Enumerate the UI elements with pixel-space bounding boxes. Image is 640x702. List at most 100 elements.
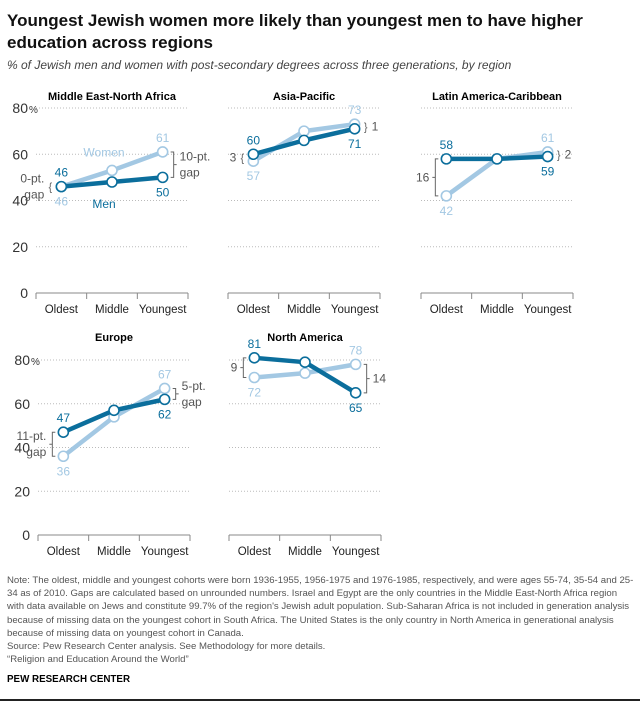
gap-annotation: gap [182, 395, 202, 409]
women-value-label: 61 [541, 131, 555, 145]
y-tick-label: 40 [12, 193, 28, 209]
women-data-point [349, 358, 362, 371]
gap-annotation: gap [180, 166, 200, 180]
men-value-label: 60 [247, 133, 261, 147]
women-value-label: 78 [349, 343, 363, 357]
gap-bracket [170, 151, 177, 178]
gap-annotation: 10-pt. [180, 150, 211, 164]
y-tick-label: 20 [12, 239, 28, 255]
women-value-label: 42 [440, 204, 454, 218]
source-text: Source: Pew Research Center analysis. Se… [7, 641, 326, 653]
men-value-label: 71 [348, 137, 362, 151]
men-data-point [299, 356, 311, 368]
men-data-point [298, 134, 310, 147]
gap-annotation: 0-pt. [20, 172, 44, 186]
women-value-label: 61 [156, 131, 170, 145]
women-data-point [106, 164, 118, 177]
women-value-label: 72 [248, 386, 262, 400]
y-tick-label: 0 [22, 527, 30, 543]
gap-bracket: { [48, 182, 52, 194]
panel-title: Asia-Pacific [273, 91, 335, 103]
x-tick-label: Youngest [331, 304, 379, 316]
men-value-label: 62 [158, 407, 172, 421]
x-tick-label: Oldest [45, 304, 79, 316]
gap-annotation: gap [26, 445, 46, 459]
panel-title: Latin America-Caribbean [432, 91, 562, 103]
gap-bracket [363, 363, 370, 394]
gap-bracket [172, 387, 179, 400]
women-data-point [248, 371, 261, 384]
footnotes: Note: The oldest, middle and youngest co… [7, 574, 635, 666]
women-value-label: 36 [57, 464, 71, 478]
men-data-point [158, 393, 171, 406]
gap-annotation: 14 [373, 372, 387, 386]
gap-annotation: 16 [416, 170, 430, 184]
women-data-point [57, 450, 70, 463]
x-tick-label: Middle [480, 304, 514, 316]
men-data-point [57, 426, 70, 438]
x-tick-label: Youngest [332, 546, 380, 558]
men-value-label: 47 [57, 411, 71, 425]
x-tick-label: Youngest [139, 304, 187, 316]
gap-annotation: gap [24, 188, 44, 202]
gap-annotation: 2 [565, 147, 572, 161]
series-name-men: Men [92, 197, 115, 211]
series-name-women: Women [83, 145, 124, 159]
women-value-label: 67 [158, 367, 172, 381]
x-tick-label: Oldest [430, 304, 464, 316]
men-data-point [541, 150, 554, 163]
men-data-point [247, 148, 260, 161]
men-value-label: 81 [248, 337, 262, 351]
gap-annotation: 5-pt. [182, 379, 206, 393]
note-text: Note: The oldest, middle and youngest co… [7, 575, 634, 639]
gap-annotation: 3 [230, 151, 237, 165]
men-data-point [156, 171, 169, 184]
x-tick-label: Oldest [47, 546, 81, 558]
women-data-point [156, 146, 169, 158]
y-tick-label: 40 [14, 440, 30, 456]
women-value-label: 57 [247, 169, 261, 183]
gap-bracket: } [364, 122, 368, 134]
panel-title: Europe [95, 332, 133, 344]
y-tick-label: 60 [14, 396, 30, 412]
y-tick-label: 60 [12, 146, 28, 162]
x-tick-label: Youngest [141, 546, 189, 558]
gap-bracket: } [557, 149, 561, 161]
x-tick-label: Middle [97, 546, 131, 558]
y-tick-label: 80 [12, 100, 28, 116]
men-data-point [248, 352, 261, 364]
gap-annotation: 11-pt. [17, 429, 47, 443]
men-value-label: 46 [55, 166, 69, 180]
x-tick-label: Middle [287, 304, 321, 316]
chart-title: Youngest Jewish women more likely than y… [7, 11, 583, 52]
panel-title: Middle East-North Africa [48, 91, 177, 103]
men-data-point [440, 153, 453, 165]
x-tick-label: Oldest [238, 546, 272, 558]
women-value-label: 46 [55, 195, 69, 209]
bottom-rule [0, 699, 640, 701]
gap-annotation: 1 [372, 120, 379, 134]
y-unit-label: % [31, 357, 40, 368]
men-value-label: 58 [440, 138, 454, 152]
gap-bracket [432, 158, 439, 197]
men-value-label: 59 [541, 165, 555, 179]
gap-annotation: 9 [231, 361, 238, 375]
men-data-point [348, 123, 361, 135]
men-data-point [349, 387, 362, 399]
panel-title: North America [267, 332, 343, 344]
brand-label: PEW RESEARCH CENTER [7, 674, 131, 685]
men-data-point [108, 404, 120, 417]
y-tick-label: 20 [14, 483, 30, 499]
y-tick-label: 80 [14, 352, 30, 368]
x-tick-label: Youngest [524, 304, 572, 316]
men-data-point [491, 153, 503, 165]
x-tick-label: Middle [288, 546, 322, 558]
gap-bracket: { [240, 153, 244, 165]
gap-bracket [240, 357, 247, 378]
men-value-label: 65 [349, 401, 363, 415]
y-unit-label: % [29, 105, 38, 116]
y-tick-label: 0 [20, 285, 28, 301]
women-data-point [299, 367, 311, 379]
